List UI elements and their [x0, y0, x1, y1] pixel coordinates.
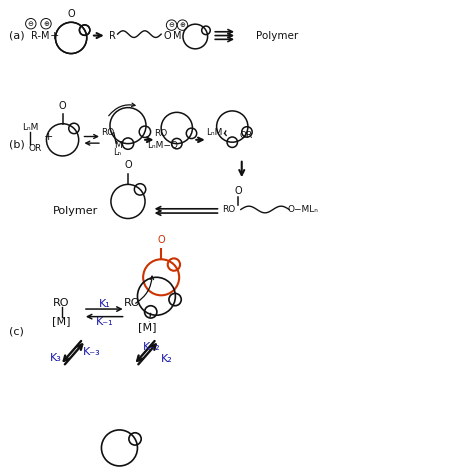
Text: LₙM: LₙM [206, 128, 222, 137]
Text: LₙM−O: LₙM−O [146, 141, 178, 150]
Text: M: M [114, 141, 121, 150]
Text: ⊖: ⊖ [169, 22, 174, 28]
Text: R-M: R-M [31, 30, 50, 41]
Text: OR: OR [29, 144, 42, 153]
Text: (c): (c) [9, 327, 24, 337]
Text: K₋₁: K₋₁ [95, 317, 113, 328]
Text: RO: RO [222, 205, 236, 214]
Text: LₙM: LₙM [23, 124, 39, 132]
Text: K₋₂: K₋₂ [143, 342, 161, 353]
Text: ⊕: ⊕ [180, 22, 185, 28]
Text: Polymer: Polymer [53, 206, 99, 216]
Text: RO: RO [101, 128, 115, 137]
Text: K₁: K₁ [99, 299, 110, 310]
Text: O−MLₙ: O−MLₙ [288, 205, 319, 214]
Text: (b): (b) [9, 139, 25, 150]
Text: RO: RO [155, 129, 168, 138]
Text: RO: RO [124, 298, 140, 309]
Text: ⊕: ⊕ [43, 21, 49, 27]
Text: [M]: [M] [137, 322, 156, 332]
Text: [M]: [M] [52, 316, 71, 327]
Text: O: O [164, 30, 172, 41]
Text: +: + [44, 132, 54, 143]
Text: RO: RO [54, 298, 70, 309]
Text: K₋₃: K₋₃ [82, 347, 100, 357]
Text: O: O [67, 9, 75, 19]
Text: K₃: K₃ [49, 353, 62, 363]
Text: OR: OR [240, 131, 253, 140]
Text: M: M [173, 30, 182, 41]
Text: O: O [234, 186, 242, 196]
Text: +: + [50, 30, 59, 41]
Text: O: O [124, 160, 132, 171]
Text: O: O [59, 100, 66, 111]
Text: K₂: K₂ [161, 354, 173, 364]
Text: Polymer: Polymer [256, 30, 298, 41]
Text: Lₙ: Lₙ [114, 148, 121, 156]
Text: R: R [109, 30, 116, 41]
Text: O: O [157, 235, 165, 246]
Text: (a): (a) [9, 30, 25, 41]
Text: ⊖: ⊖ [28, 21, 34, 27]
